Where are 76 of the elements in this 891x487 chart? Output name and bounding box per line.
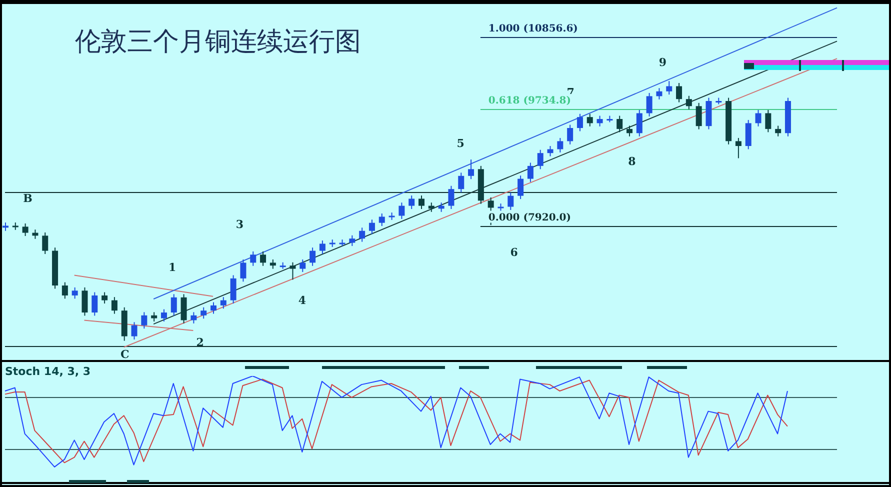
candlestick	[596, 115, 603, 127]
candlestick	[458, 172, 464, 193]
candlestick	[418, 195, 424, 210]
candlestick	[260, 250, 266, 266]
annotation: 1	[168, 260, 176, 274]
candlestick	[349, 234, 356, 246]
ref-line-label: 0.000 (7920.0)	[488, 212, 571, 224]
candlestick	[22, 222, 28, 236]
candlestick	[359, 227, 366, 242]
candlestick	[72, 286, 78, 300]
candlestick	[527, 162, 534, 182]
candlestick	[220, 296, 226, 310]
annotation: C	[120, 348, 130, 361]
annotation: 8	[628, 154, 636, 168]
chart-title: Stoch 14, 3, 3	[5, 365, 91, 378]
annotation: 4	[298, 294, 306, 307]
annotation: 3	[236, 218, 244, 231]
candlestick	[508, 192, 514, 210]
candlestick	[676, 82, 682, 103]
candlestick	[557, 137, 564, 153]
candlestick	[656, 88, 662, 100]
candlestick	[735, 137, 742, 159]
candlestick	[696, 102, 702, 130]
candlestick	[518, 175, 524, 200]
candlestick	[82, 286, 88, 316]
candlestick	[378, 213, 385, 227]
candlestick	[686, 95, 692, 110]
candlestick	[398, 202, 405, 220]
candlestick	[567, 124, 574, 145]
candlestick	[111, 296, 118, 314]
candlestick	[310, 247, 316, 266]
text: 伦敦三个月铜连续运行图	[75, 26, 361, 59]
candlestick	[42, 232, 48, 254]
candlestick	[408, 195, 415, 210]
candlestick	[537, 149, 544, 170]
candlestick	[270, 258, 276, 270]
annotation: 9	[658, 56, 667, 69]
candlestick	[290, 262, 296, 280]
candlestick	[616, 115, 623, 133]
candlestick	[755, 110, 762, 127]
candlestick	[646, 92, 652, 117]
candlestick	[180, 294, 187, 324]
annotation: 2	[196, 336, 204, 349]
candlestick	[547, 146, 554, 157]
candlestick	[160, 308, 167, 322]
candlestick	[468, 159, 474, 180]
candlestick	[190, 312, 197, 324]
candlestick	[62, 282, 68, 300]
candlestick	[92, 292, 98, 316]
candlestick	[102, 292, 108, 304]
candlestick	[230, 274, 236, 304]
ref-line-label: 0.618 (9734.8)	[488, 96, 571, 107]
candlestick	[300, 258, 306, 272]
candlestick	[448, 185, 454, 210]
candlestick	[131, 322, 138, 340]
candlestick	[240, 258, 246, 282]
candlestick	[745, 119, 752, 150]
candlestick	[576, 113, 583, 132]
annotation: B	[23, 192, 32, 205]
candlestick	[200, 306, 207, 320]
candlestick	[765, 110, 772, 133]
annotation: 5	[456, 136, 464, 150]
candlestick	[141, 312, 148, 330]
candlestick	[666, 80, 672, 96]
candlestick	[626, 125, 632, 137]
candlestick	[775, 125, 782, 137]
candlestick	[210, 302, 216, 314]
annotation: 6	[510, 246, 518, 259]
candlestick	[250, 250, 256, 266]
ref-line-label: 1.000 (10856.6)	[488, 24, 578, 35]
candlestick	[319, 240, 326, 254]
candlestick	[151, 312, 158, 322]
candlestick	[170, 294, 177, 316]
candlestick	[586, 113, 593, 127]
candlestick	[368, 219, 375, 235]
candlestick	[636, 110, 642, 137]
